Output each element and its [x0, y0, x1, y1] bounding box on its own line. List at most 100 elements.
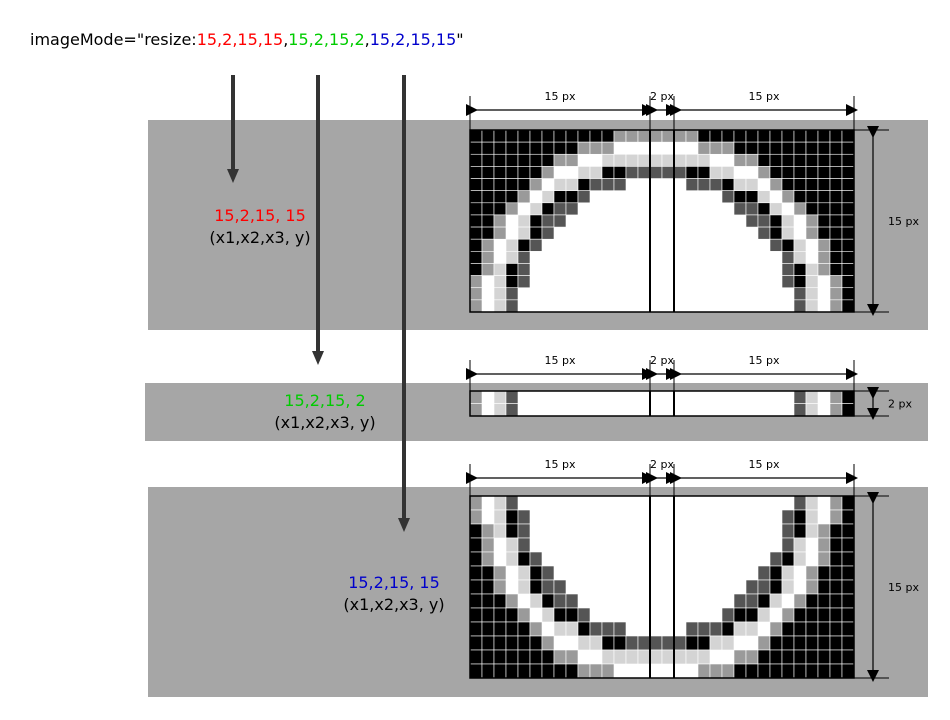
- header-group-red: 15,2,15,15: [196, 30, 284, 49]
- pixel-cell: [529, 635, 543, 651]
- pixel-cell: [697, 129, 711, 143]
- pixel-cell: [685, 129, 699, 143]
- pixel-cell: [601, 129, 615, 143]
- pixel-cell: [829, 214, 843, 228]
- pixel-cell: [721, 663, 735, 679]
- pixel-cell: [565, 663, 579, 679]
- dim-x1-label: 15 px: [545, 354, 576, 367]
- pixel-cell: [649, 129, 663, 143]
- pixel-cell: [553, 153, 567, 167]
- pixel-cell: [793, 390, 807, 404]
- pixel-cell: [469, 607, 483, 623]
- pixel-cell: [493, 287, 507, 301]
- pixel-cell: [517, 251, 531, 264]
- pixel-cell: [805, 390, 819, 404]
- pixel-cell: [601, 663, 615, 679]
- pixel-cell: [841, 495, 855, 511]
- pixel-cell: [517, 579, 531, 595]
- pixel-cell: [733, 621, 747, 637]
- pixel-cell: [781, 565, 795, 581]
- pixel-cell: [805, 403, 819, 417]
- pixel-patch-middle: [469, 390, 855, 417]
- pixel-patch-top: [469, 129, 855, 313]
- pixel-cell: [649, 166, 663, 179]
- pixel-cell: [793, 551, 807, 567]
- pixel-cell: [637, 649, 651, 665]
- pixel-cell: [517, 178, 531, 191]
- pixel-cell: [589, 621, 603, 637]
- pixel-cell: [769, 635, 783, 651]
- pixel-cell: [841, 649, 855, 665]
- pixel-cell: [829, 593, 843, 609]
- pixel-cell: [505, 663, 519, 679]
- pixel-cell: [757, 593, 771, 609]
- pixel-cell: [505, 263, 519, 276]
- pixel-cell: [481, 565, 495, 581]
- pixel-cell: [469, 579, 483, 595]
- pixel-cell: [817, 537, 831, 553]
- pixel-cell: [721, 607, 735, 623]
- pixel-cell: [505, 251, 519, 264]
- pixel-cell: [769, 226, 783, 240]
- pixel-cell: [589, 129, 603, 143]
- pixel-cell: [721, 635, 735, 651]
- pixel-cell: [805, 621, 819, 637]
- pixel-cell: [505, 495, 519, 511]
- pixel-cell: [709, 129, 723, 143]
- pixel-cell: [481, 593, 495, 609]
- pixel-cell: [685, 153, 699, 167]
- pixel-cell: [529, 141, 543, 155]
- pixel-cell: [709, 663, 723, 679]
- pixel-cell: [601, 153, 615, 167]
- pixel-cell: [493, 649, 507, 665]
- pixel-cell: [769, 621, 783, 637]
- pixel-cell: [601, 178, 615, 191]
- pixel-cell: [541, 202, 555, 216]
- pixel-cell: [601, 635, 615, 651]
- pixel-cell: [781, 238, 795, 252]
- pixel-cell: [697, 153, 711, 167]
- pixel-cell: [781, 251, 795, 264]
- pixel-cell: [625, 649, 639, 665]
- pixel-cell: [817, 593, 831, 609]
- pixel-cell: [709, 166, 723, 179]
- pixel-cell: [481, 178, 495, 191]
- pixel-cell: [805, 190, 819, 204]
- pixel-cell: [493, 579, 507, 595]
- pixel-cell: [565, 593, 579, 609]
- pixel-cell: [505, 509, 519, 525]
- pixel-cell: [733, 649, 747, 665]
- pixel-cell: [481, 263, 495, 276]
- pixel-cell: [793, 251, 807, 264]
- pixel-cell: [553, 607, 567, 623]
- pixel-cell: [781, 509, 795, 525]
- dim-x3-label: 15 px: [749, 90, 780, 103]
- pixel-cell: [793, 153, 807, 167]
- header-prefix: imageMode="resize:: [30, 30, 197, 49]
- pixel-cell: [817, 579, 831, 595]
- down-arrow-head: [312, 351, 324, 365]
- pixel-cell: [541, 153, 555, 167]
- pixel-cell: [481, 141, 495, 155]
- pixel-cell: [493, 635, 507, 651]
- patch-border: [469, 495, 855, 679]
- pixel-cell: [589, 141, 603, 155]
- pixel-cell: [601, 166, 615, 179]
- pixel-cell: [541, 663, 555, 679]
- pixel-cell: [697, 649, 711, 665]
- pixel-cell: [721, 621, 735, 637]
- pixel-cell: [697, 141, 711, 155]
- pixel-cell: [541, 565, 555, 581]
- pixel-cell: [517, 238, 531, 252]
- pixel-cell: [829, 495, 843, 511]
- pixel-cell: [709, 635, 723, 651]
- pixel-cell: [481, 579, 495, 595]
- pixel-cell: [829, 621, 843, 637]
- pixel-cell: [841, 190, 855, 204]
- pixel-cell: [805, 141, 819, 155]
- pixel-cell: [493, 403, 507, 417]
- params-vars: (x1,x2,x3, y): [209, 228, 311, 247]
- pixel-cell: [493, 565, 507, 581]
- pixel-cell: [709, 178, 723, 191]
- pixel-cell: [793, 141, 807, 155]
